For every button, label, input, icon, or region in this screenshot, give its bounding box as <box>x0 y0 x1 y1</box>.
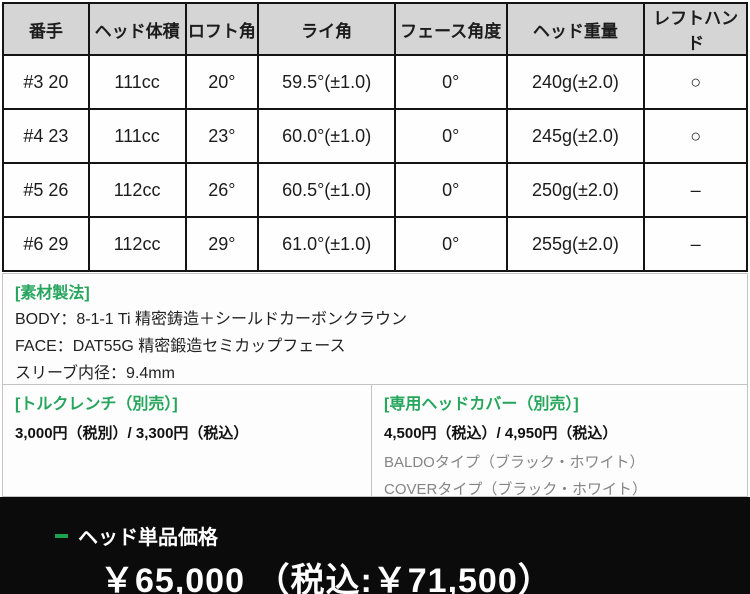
table-row: #3 20 111cc 20° 59.5°(±1.0) 0° 240g(±2.0… <box>2 54 748 110</box>
cell-head-weight: 250g(±2.0) <box>505 162 646 218</box>
material-body-line: BODY：8-1-1 Ti 精密鋳造＋シールドカーボンクラウン <box>15 311 408 328</box>
price-footer: ヘッド単品価格 ￥65,000 （税込:￥71,500） <box>0 497 750 594</box>
cell-lie-angle: 59.5°(±1.0) <box>257 54 396 110</box>
cell-number: #5 26 <box>2 162 90 218</box>
col-header-loft-angle: ロフト角 <box>184 2 260 56</box>
col-header-number: 番手 <box>2 2 90 56</box>
footer-label-row: ヘッド単品価格 <box>0 497 750 550</box>
cell-face-angle: 0° <box>393 54 508 110</box>
material-heading: [素材製法] <box>15 285 90 302</box>
cell-number: #3 20 <box>2 54 90 110</box>
cell-head-weight: 245g(±2.0) <box>505 108 646 164</box>
headcover-heading: [専用ヘッドカバー（別売）] <box>384 396 579 413</box>
col-header-lie-angle: ライ角 <box>257 2 396 56</box>
table-row: #4 23 111cc 23° 60.0°(±1.0) 0° 245g(±2.0… <box>2 108 748 164</box>
spec-header-row: 番手 ヘッド体積 ロフト角 ライ角 フェース角度 ヘッド重量 レフトハンド <box>2 2 748 56</box>
cell-face-angle: 0° <box>393 162 508 218</box>
cell-number: #6 29 <box>2 216 90 272</box>
cell-face-angle: 0° <box>393 216 508 272</box>
head-price-label: ヘッド単品価格 <box>78 527 218 549</box>
cell-head-volume: 112cc <box>87 216 187 272</box>
cell-left-hand: ○ <box>643 54 748 110</box>
col-header-head-volume: ヘッド体積 <box>87 2 187 56</box>
cell-face-angle: 0° <box>393 108 508 164</box>
green-dash-icon <box>55 533 68 538</box>
headcover-section: [専用ヘッドカバー（別売）] 4,500円（税込）/ 4,950円（税込） BA… <box>372 385 748 498</box>
cell-loft-angle: 23° <box>184 108 260 164</box>
accessory-sections: [トルクレンチ（別売）] 3,000円（税別）/ 3,300円（税込） [専用ヘ… <box>2 385 748 498</box>
cell-head-volume: 111cc <box>87 108 187 164</box>
cell-head-volume: 112cc <box>87 162 187 218</box>
table-row: #6 29 112cc 29° 61.0°(±1.0) 0° 255g(±2.0… <box>2 216 748 272</box>
headcover-type-baldo: BALDOタイプ（ブラック・ホワイト） <box>384 454 645 471</box>
cell-number: #4 23 <box>2 108 90 164</box>
cell-loft-angle: 26° <box>184 162 260 218</box>
col-header-head-weight: ヘッド重量 <box>505 2 646 56</box>
cell-left-hand: ○ <box>643 108 748 164</box>
headcover-type-cover: COVERタイプ（ブラック・ホワイト） <box>384 481 648 498</box>
material-face-line: FACE：DAT55G 精密鍛造セミカップフェース <box>15 338 346 355</box>
cell-loft-angle: 29° <box>184 216 260 272</box>
headcover-price: 4,500円（税込）/ 4,950円（税込） <box>384 425 618 442</box>
col-header-face-angle: フェース角度 <box>393 2 508 56</box>
cell-left-hand: – <box>643 216 748 272</box>
cell-head-weight: 240g(±2.0) <box>505 54 646 110</box>
col-header-left-hand: レフトハンド <box>643 2 748 56</box>
cell-loft-angle: 20° <box>184 54 260 110</box>
cell-head-weight: 255g(±2.0) <box>505 216 646 272</box>
head-price-value: ￥65,000 （税込:￥71,500） <box>100 562 553 594</box>
table-row: #5 26 112cc 26° 60.5°(±1.0) 0° 250g(±2.0… <box>2 162 748 218</box>
material-sleeve-line: スリーブ内径：9.4mm <box>15 365 175 382</box>
torque-wrench-price: 3,000円（税別）/ 3,300円（税込） <box>15 425 249 442</box>
info-sections: [素材製法] BODY：8-1-1 Ti 精密鋳造＋シールドカーボンクラウン F… <box>2 273 748 498</box>
torque-wrench-heading: [トルクレンチ（別売）] <box>15 396 178 413</box>
torque-wrench-section: [トルクレンチ（別売）] 3,000円（税別）/ 3,300円（税込） <box>2 385 372 497</box>
spec-table: 番手 ヘッド体積 ロフト角 ライ角 フェース角度 ヘッド重量 レフトハンド #3… <box>2 2 748 272</box>
cell-head-volume: 111cc <box>87 54 187 110</box>
cell-left-hand: – <box>643 162 748 218</box>
cell-lie-angle: 60.0°(±1.0) <box>257 108 396 164</box>
material-section: [素材製法] BODY：8-1-1 Ti 精密鋳造＋シールドカーボンクラウン F… <box>2 273 748 385</box>
cell-lie-angle: 60.5°(±1.0) <box>257 162 396 218</box>
cell-lie-angle: 61.0°(±1.0) <box>257 216 396 272</box>
